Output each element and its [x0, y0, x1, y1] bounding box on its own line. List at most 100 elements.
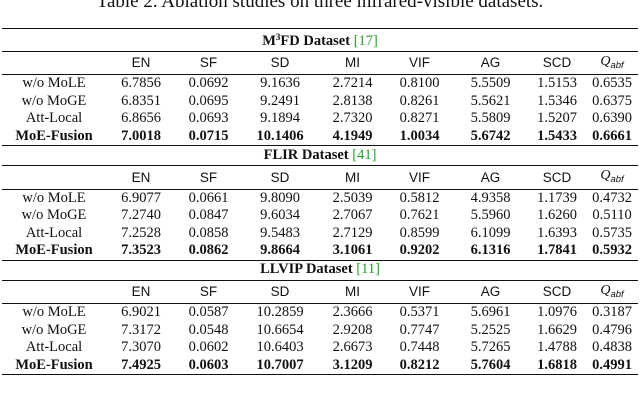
table-cell: 9.8090 — [241, 188, 319, 207]
metric-header: SCD — [528, 50, 586, 75]
dataset-title: M3FD Dataset [17] — [2, 28, 639, 51]
table-cell: 7.3172 — [121, 321, 161, 338]
method-name: w/o MoLE — [2, 74, 106, 93]
table-cell: 0.0858 — [188, 224, 229, 241]
table-row: w/o MoGE 7.3172 0.0548 10.6654 2.9208 0.7747 5… — [2, 322, 638, 340]
citation-link[interactable]: [11] — [356, 261, 380, 278]
table-cell: 0.6535 — [586, 74, 639, 93]
table-cell: 0.0692 — [176, 74, 241, 93]
table-cell: 0.8100 — [386, 74, 453, 93]
metric-header: VIF — [386, 279, 453, 304]
table-cell: 5.5960 — [470, 207, 511, 223]
table-row: w/o MoGE 6.8351 0.0695 9.2491 2.8138 0.8261 5.… — [2, 93, 638, 111]
table-cell: 0.0695 — [188, 92, 229, 109]
table-cell: 6.9021 — [106, 303, 176, 322]
q-subscript: abf — [610, 59, 624, 71]
dataset-title-row: FLIR Dataset [41] — [2, 145, 639, 166]
metric-header: SF — [176, 165, 241, 189]
method-name: MoE-Fusion — [15, 127, 93, 144]
table-row: w/o MoLE 6.7856 0.0692 9.1636 2.7214 0.8100 5.… — [2, 74, 639, 93]
metric-header: AG — [453, 279, 528, 304]
header-blank — [2, 279, 106, 304]
table-cell: 7.4925 — [106, 356, 176, 375]
metric-header-row: EN SF SD MI VIF AG SCD Qabf — [2, 165, 639, 189]
table-cell: 0.8261 — [399, 92, 440, 109]
metric-header: VIF — [386, 50, 453, 75]
dataset-name-suffix: FD Dataset — [280, 33, 351, 49]
table-cell: 2.5039 — [319, 188, 386, 207]
metric-header-row: EN SF SD MI VIF AG SCD Qabf — [2, 279, 639, 304]
table-cell: 6.7856 — [106, 74, 176, 93]
table-cell: 10.6654 — [256, 321, 304, 338]
table-cell: 0.7448 — [399, 339, 440, 355]
dataset-name-superscript: 3 — [275, 32, 281, 42]
q-symbol: Q — [600, 282, 611, 298]
metric-header: SD — [241, 165, 319, 189]
table-cell: 0.0693 — [188, 110, 229, 126]
dataset-name: LLVIP Dataset — [260, 261, 353, 278]
table-cell: 6.8656 — [121, 110, 161, 126]
dataset-name: FLIR Dataset — [263, 146, 349, 163]
table-cell: 0.5812 — [386, 188, 453, 207]
table-cell: 0.4796 — [592, 321, 632, 338]
citation-link[interactable]: [41] — [352, 146, 377, 163]
q-symbol: Q — [600, 168, 611, 183]
method-name: MoE-Fusion — [15, 242, 93, 258]
table-cell: 0.0847 — [188, 207, 229, 223]
table-cell: 5.7604 — [453, 356, 528, 375]
table-row: Att-Local 7.2528 0.0858 9.5483 2.7129 0.8599 6… — [2, 225, 638, 243]
metric-header: AG — [453, 50, 528, 75]
table-row: MoE-Fusion 7.0018 0.0715 10.1406 4.1949 1.003… — [2, 128, 638, 146]
table-cell: 5.7265 — [470, 339, 511, 355]
dataset-title: LLVIP Dataset [11] — [2, 259, 639, 280]
method-name: Att-Local — [25, 224, 83, 241]
table-cell: 1.5433 — [537, 127, 577, 144]
metric-header: SF — [176, 50, 241, 75]
q-subscript: abf — [610, 174, 624, 185]
table-cell: 6.9077 — [106, 188, 176, 207]
table-row: w/o MoGE 7.2740 0.0847 9.6034 2.7067 0.7621 5.… — [2, 207, 638, 225]
table-row: Att-Local 6.8656 0.0693 9.1894 2.7320 0.8271 5… — [2, 110, 638, 128]
table-cell: 0.0548 — [188, 321, 229, 338]
table-cell: 1.0976 — [528, 303, 586, 322]
method-name: Att-Local — [25, 110, 83, 126]
table-cell: 0.9202 — [399, 242, 440, 258]
table-row: Att-Local 7.3070 0.0602 10.6403 2.6673 0.7448… — [2, 339, 638, 357]
table-cell: 5.5621 — [470, 92, 511, 109]
table-cell: 1.6818 — [528, 356, 586, 375]
table-cell: 1.4788 — [537, 339, 577, 355]
table-cell: 1.7841 — [537, 242, 577, 258]
metric-header: Qabf — [586, 279, 639, 304]
table-cell: 0.0603 — [176, 356, 241, 375]
table-cell: 10.7007 — [241, 356, 319, 375]
table-cell: 6.8351 — [121, 92, 161, 109]
table-cell: 7.2740 — [121, 207, 161, 223]
metric-header: SCD — [528, 279, 586, 304]
dataset-title-row: M3FD Dataset [17] — [2, 28, 639, 51]
table-cell: 9.8664 — [260, 242, 300, 258]
table-cell: 4.9358 — [453, 188, 528, 207]
table-cell: 7.2528 — [121, 224, 161, 241]
citation-link[interactable]: [17] — [353, 33, 378, 49]
q-symbol: Q — [600, 53, 611, 69]
metric-header: SD — [241, 279, 319, 304]
metric-header: MI — [319, 50, 386, 75]
table-cell: 5.6961 — [453, 303, 528, 322]
table-cell: 3.1061 — [332, 242, 373, 258]
table-cell: 0.8271 — [399, 110, 440, 126]
metric-header: MI — [319, 279, 386, 304]
table-cell: 5.5509 — [453, 74, 528, 93]
table-row: w/o MoLE 6.9077 0.0661 9.8090 2.5039 0.5812 4.… — [2, 188, 639, 207]
table-cell: 2.8138 — [332, 92, 373, 109]
table-cell: 0.0587 — [176, 303, 241, 322]
table-cell: 0.8599 — [399, 224, 440, 241]
metric-header-row: EN SF SD MI VIF AG SCD Qabf — [2, 50, 639, 75]
table-cell: 5.2525 — [470, 321, 511, 338]
table-cell: 0.4838 — [592, 339, 632, 355]
metric-header: Qabf — [586, 50, 639, 75]
table-cell: 1.5346 — [537, 92, 577, 109]
table-cell: 5.6742 — [470, 127, 511, 144]
ablation-table: M3FD Dataset [17] EN SF SD MI VIF AG SCD Qabf w/o… — [2, 28, 639, 375]
method-name: MoE-Fusion — [2, 356, 106, 375]
table-row: w/o MoLE 6.9021 0.0587 10.2859 2.3666 0.5371 5… — [2, 303, 639, 322]
